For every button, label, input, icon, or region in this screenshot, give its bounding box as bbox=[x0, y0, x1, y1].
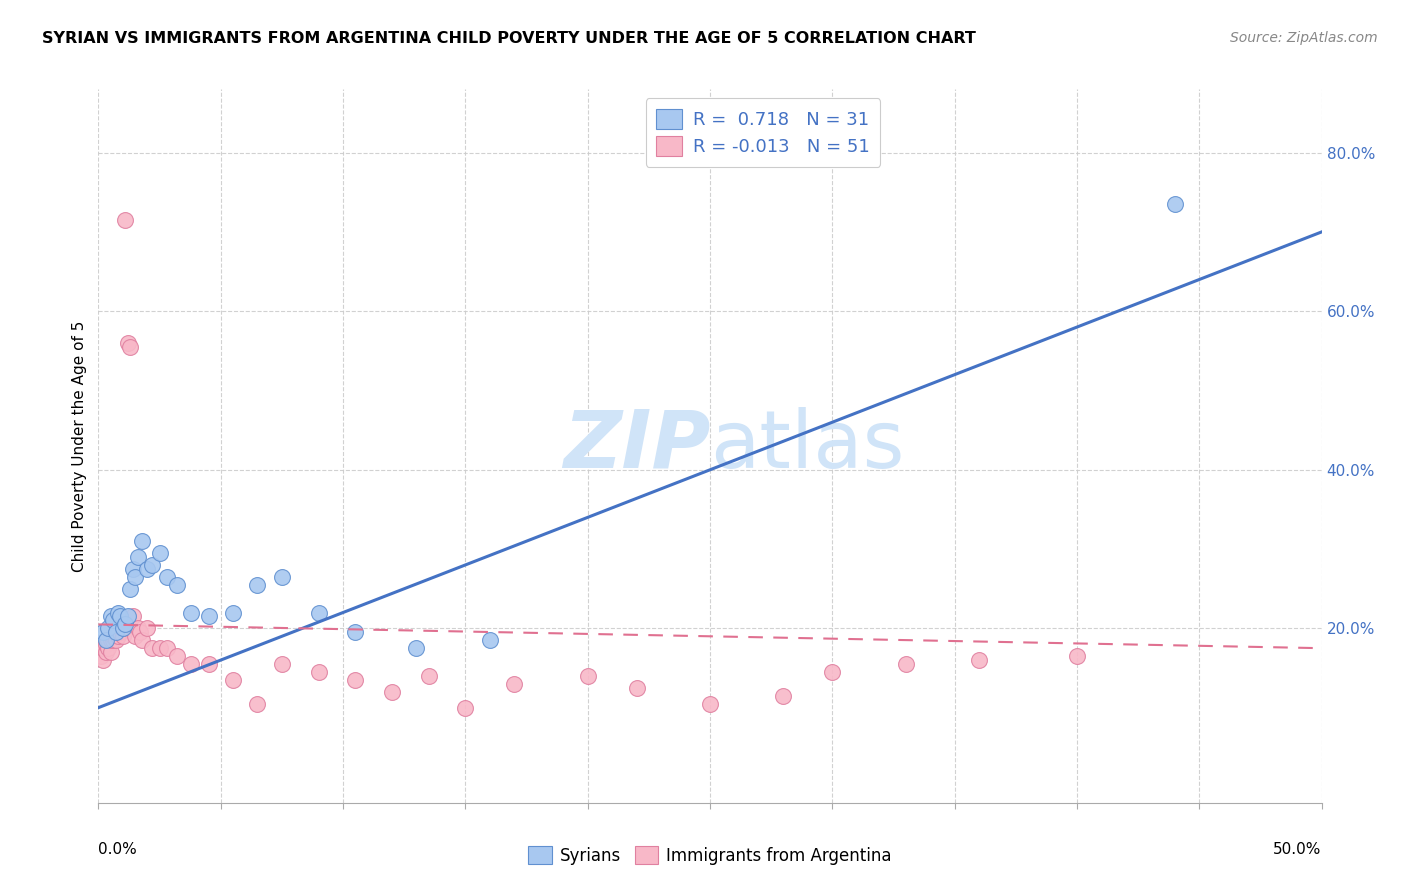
Point bbox=[197, 657, 219, 671]
Point bbox=[699, 697, 721, 711]
Point bbox=[136, 562, 159, 576]
Point bbox=[94, 633, 117, 648]
Point bbox=[166, 649, 188, 664]
Point bbox=[270, 570, 294, 584]
Point bbox=[381, 685, 404, 699]
Point bbox=[344, 673, 367, 687]
Point bbox=[1164, 197, 1187, 211]
Point bbox=[91, 653, 114, 667]
Point bbox=[94, 645, 117, 659]
Point bbox=[111, 621, 134, 635]
Point bbox=[120, 582, 142, 596]
Point bbox=[104, 625, 127, 640]
Point bbox=[166, 578, 188, 592]
Point bbox=[97, 633, 120, 648]
Point bbox=[967, 653, 990, 667]
Point bbox=[454, 700, 477, 714]
Point bbox=[894, 657, 917, 671]
Point bbox=[90, 649, 112, 664]
Point bbox=[418, 669, 440, 683]
Point bbox=[114, 213, 136, 227]
Point bbox=[222, 673, 245, 687]
Point bbox=[246, 697, 269, 711]
Point bbox=[308, 606, 330, 620]
Point bbox=[121, 562, 143, 576]
Point bbox=[97, 641, 120, 656]
Point bbox=[107, 606, 129, 620]
Text: SYRIAN VS IMMIGRANTS FROM ARGENTINA CHILD POVERTY UNDER THE AGE OF 5 CORRELATION: SYRIAN VS IMMIGRANTS FROM ARGENTINA CHIL… bbox=[42, 31, 976, 46]
Point bbox=[141, 641, 163, 656]
Point bbox=[101, 633, 124, 648]
Point bbox=[626, 681, 648, 695]
Point bbox=[270, 657, 294, 671]
Point bbox=[91, 641, 114, 656]
Point bbox=[405, 641, 427, 656]
Point bbox=[127, 621, 149, 635]
Point bbox=[101, 629, 124, 643]
Point bbox=[180, 657, 202, 671]
Text: 50.0%: 50.0% bbox=[1274, 842, 1322, 857]
Point bbox=[131, 534, 153, 549]
Point bbox=[111, 621, 134, 635]
Text: Source: ZipAtlas.com: Source: ZipAtlas.com bbox=[1230, 31, 1378, 45]
Point bbox=[136, 621, 159, 635]
Point bbox=[121, 609, 143, 624]
Point bbox=[772, 689, 794, 703]
Text: atlas: atlas bbox=[710, 407, 904, 485]
Point bbox=[111, 629, 134, 643]
Point bbox=[100, 645, 122, 659]
Point bbox=[100, 609, 122, 624]
Point bbox=[344, 625, 367, 640]
Point bbox=[127, 549, 149, 564]
Point bbox=[100, 633, 122, 648]
Point bbox=[110, 617, 132, 632]
Point bbox=[222, 606, 245, 620]
Point bbox=[478, 633, 501, 648]
Text: ZIP: ZIP bbox=[562, 407, 710, 485]
Legend: Syrians, Immigrants from Argentina: Syrians, Immigrants from Argentina bbox=[520, 838, 900, 873]
Point bbox=[141, 558, 163, 572]
Point bbox=[129, 625, 152, 640]
Point bbox=[94, 637, 117, 651]
Text: 0.0%: 0.0% bbox=[98, 842, 138, 857]
Point bbox=[156, 641, 179, 656]
Point bbox=[197, 609, 219, 624]
Point bbox=[117, 335, 139, 350]
Point bbox=[124, 629, 146, 643]
Point bbox=[156, 570, 179, 584]
Point bbox=[97, 621, 120, 635]
Point bbox=[503, 677, 526, 691]
Point bbox=[104, 633, 127, 648]
Point bbox=[308, 665, 330, 679]
Point bbox=[149, 546, 172, 560]
Point bbox=[117, 609, 139, 624]
Point bbox=[576, 669, 599, 683]
Point bbox=[246, 578, 269, 592]
Point bbox=[120, 340, 142, 354]
Point bbox=[131, 633, 153, 648]
Point bbox=[149, 641, 172, 656]
Point bbox=[114, 617, 136, 632]
Point bbox=[104, 625, 127, 640]
Point bbox=[110, 609, 132, 624]
Point bbox=[91, 625, 114, 640]
Point bbox=[821, 665, 844, 679]
Point bbox=[101, 614, 124, 628]
Point bbox=[107, 621, 129, 635]
Point bbox=[107, 629, 129, 643]
Point bbox=[124, 570, 146, 584]
Y-axis label: Child Poverty Under the Age of 5: Child Poverty Under the Age of 5 bbox=[72, 320, 87, 572]
Point bbox=[110, 625, 132, 640]
Point bbox=[180, 606, 202, 620]
Point bbox=[1066, 649, 1088, 664]
